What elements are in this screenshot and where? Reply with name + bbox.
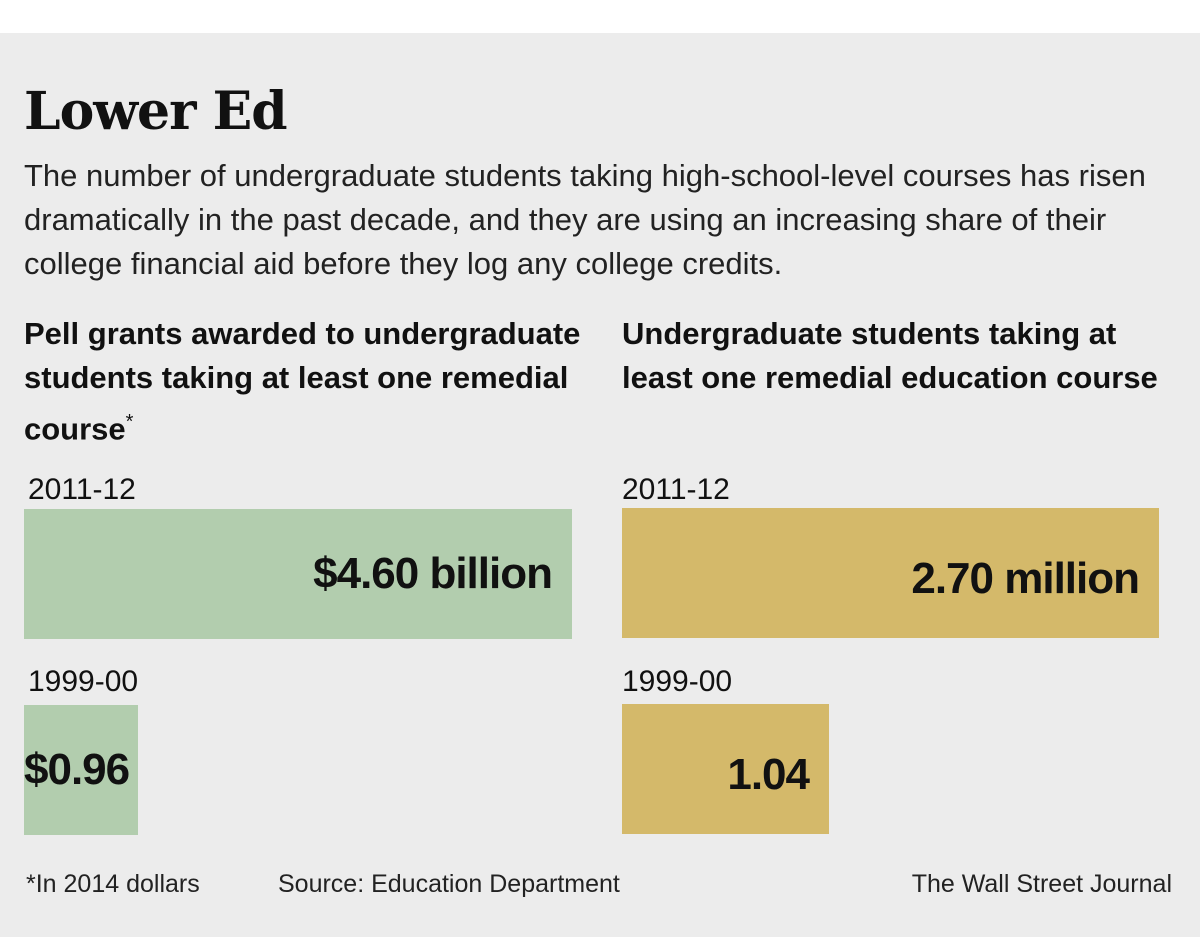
students-category-label-0: 2011-12	[622, 473, 730, 506]
students-chart-title: Undergraduate students taking at least o…	[622, 316, 1158, 395]
pell-category-label-0: 2011-12	[28, 473, 136, 506]
page-title: Lower Ed	[24, 81, 288, 142]
footnote: *In 2014 dollars	[26, 870, 200, 898]
pell-value-label-0: $4.60 billion	[313, 549, 553, 598]
students-category-label-1: 1999-00	[622, 665, 733, 698]
students-bar-2011-12: 2.70 million	[622, 508, 1159, 638]
students-bar-1999-00: 1.04	[622, 704, 829, 834]
pell-bar-2011-12: $4.60 billion	[24, 509, 572, 639]
page-subtitle: The number of undergraduate students tak…	[24, 158, 1146, 281]
students-value-label-0: 2.70 million	[911, 554, 1140, 603]
pell-chart-title-marker: *	[125, 411, 134, 433]
pell-category-label-1: 1999-00	[28, 665, 139, 698]
source-note: Source: Education Department	[278, 870, 620, 898]
pell-chart-title: Pell grants awarded to undergraduate stu…	[24, 312, 584, 451]
pell-value-label-1: $0.96	[24, 745, 130, 794]
chart-panel	[0, 33, 1200, 937]
pell-chart-title-text: Pell grants awarded to undergraduate stu…	[24, 316, 581, 447]
publisher-credit: The Wall Street Journal	[911, 870, 1172, 898]
pell-bar-1999-00: $0.96	[24, 705, 138, 835]
students-value-label-1: 1.04	[727, 750, 810, 799]
